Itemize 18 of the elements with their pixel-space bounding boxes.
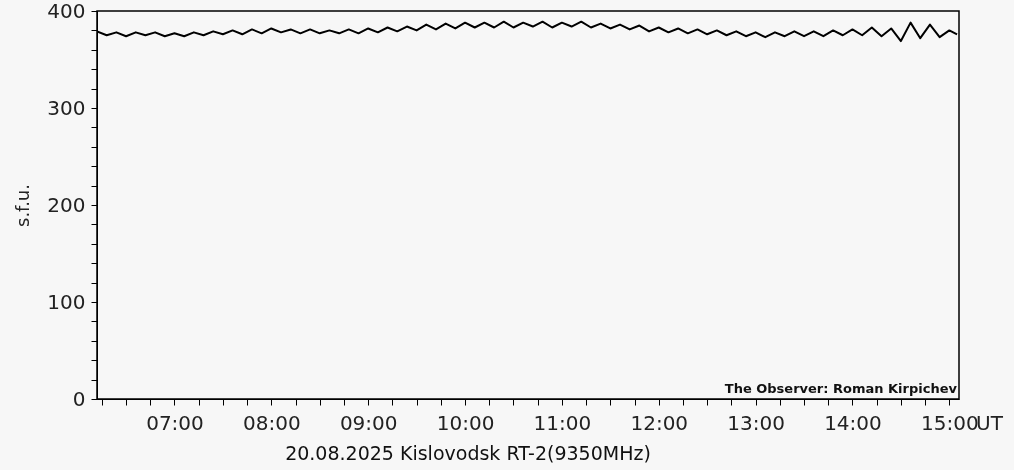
x-tick-label: 14:00 <box>824 410 882 435</box>
y-axis-title: s.f.u. <box>12 184 34 227</box>
y-tick-label: 0 <box>72 386 86 411</box>
y-tick-label: 400 <box>47 0 86 23</box>
x-tick-label: 13:00 <box>727 410 785 435</box>
y-tick-label: 200 <box>47 192 86 217</box>
x-tick-label: 07:00 <box>146 410 204 435</box>
annotation: The Observer: Roman Kirpichev <box>724 381 958 396</box>
x-tick-label: 11:00 <box>533 410 592 435</box>
y-tick-label: 300 <box>47 95 86 120</box>
x-tick-label: 10:00 <box>436 410 495 435</box>
x-tick-label: 08:00 <box>243 410 301 435</box>
text: 20.08.2025 Kislovodsk RT-2(9350MHz) <box>285 442 651 464</box>
x-tick-label: 12:00 <box>630 410 689 435</box>
x-tick-label: 09:00 <box>339 410 398 435</box>
x-tick-label: 15:00 <box>920 410 979 435</box>
x-axis-title: UT <box>976 410 1004 435</box>
y-tick-label: 100 <box>47 289 86 314</box>
